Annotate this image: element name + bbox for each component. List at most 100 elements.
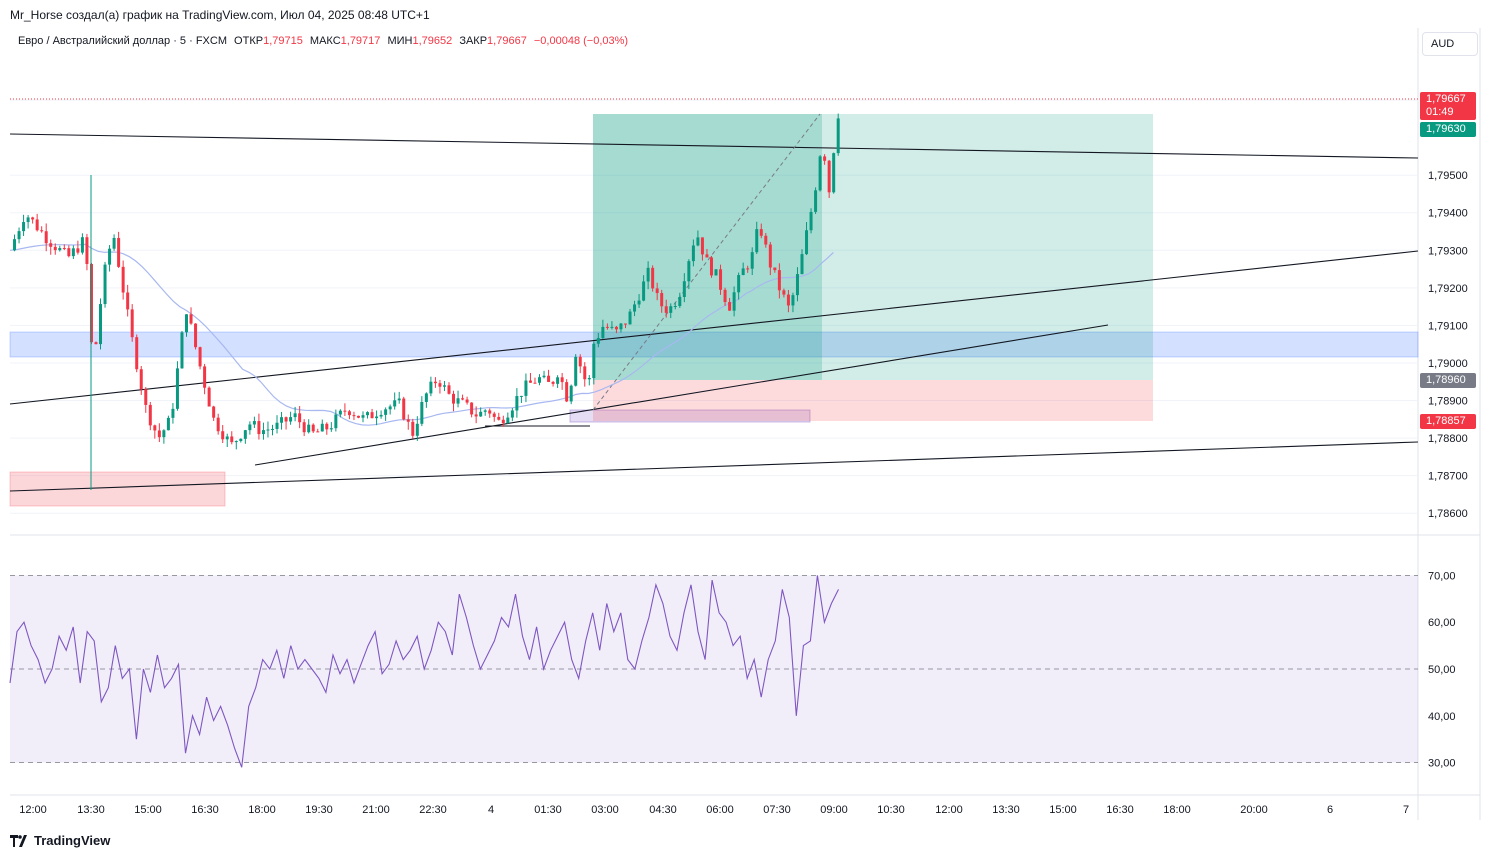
candle-body (411, 421, 415, 436)
candle-body (139, 369, 143, 390)
symbol-legend: Евро / Австралийский доллар · 5 · FXCM О… (18, 35, 628, 47)
candle-body (538, 377, 542, 383)
candle-body (542, 375, 546, 378)
candle-body (221, 431, 225, 440)
low-value: 1,79652 (412, 35, 453, 47)
candle-body (782, 290, 786, 295)
candle-body (791, 295, 795, 306)
candle-body (424, 393, 428, 402)
candle-body (94, 342, 98, 345)
candle-body (646, 267, 650, 282)
candle-body (673, 306, 677, 308)
candle-body (610, 326, 614, 328)
candle-body (691, 245, 695, 262)
rsi-tick-label: 50,00 (1428, 664, 1456, 676)
candle-body (239, 438, 243, 442)
candle-body (687, 261, 691, 282)
last-price-value: 1,79667 (1426, 93, 1466, 105)
candle-body (343, 410, 347, 412)
candle-body (338, 410, 342, 415)
candle-body (682, 281, 686, 298)
candle-body (85, 237, 89, 264)
candle-body (832, 153, 836, 193)
candle-body (533, 382, 537, 384)
candle-body (642, 281, 646, 301)
candle-body (293, 413, 297, 418)
stop-price-tag: 1,78857 (1420, 414, 1476, 429)
price-tick-label: 1,78600 (1428, 508, 1468, 520)
candle-body (144, 389, 148, 405)
trend-line (254, 324, 1109, 466)
candle-body (289, 417, 293, 422)
candle-body (556, 377, 560, 384)
candle-body (737, 275, 741, 293)
time-tick-label: 13:30 (992, 804, 1020, 816)
time-tick-label: 12:00 (935, 804, 963, 816)
candle-body (732, 292, 736, 311)
candle-body (261, 430, 265, 435)
candle-body (447, 385, 451, 394)
candle-body (384, 409, 388, 415)
candle-body (786, 294, 790, 306)
time-tick-label: 04:30 (649, 804, 677, 816)
time-tick-label: 15:00 (134, 804, 162, 816)
time-tick-label: 12:00 (19, 804, 47, 816)
symbol-name[interactable]: Евро / Австралийский доллар · 5 · FXCM (18, 35, 227, 47)
candle-body (108, 248, 112, 265)
open-label: ОТКР (234, 35, 264, 47)
candle-body (44, 231, 48, 244)
candle-body (67, 248, 71, 257)
candle-body (329, 428, 333, 430)
candle-body (298, 413, 302, 423)
candle-body (230, 436, 234, 443)
candle-body (35, 219, 39, 231)
candle-body (619, 323, 623, 330)
candle-body (587, 378, 591, 380)
candle-body (375, 416, 379, 419)
projection-line (592, 113, 821, 411)
candle-body (492, 413, 496, 417)
candle-body (334, 414, 338, 429)
time-tick-label: 03:00 (591, 804, 619, 816)
candle-body (800, 254, 804, 275)
high-label: МАКС (309, 35, 341, 47)
price-tick-label: 1,79200 (1428, 283, 1468, 295)
rsi-tick-label: 40,00 (1428, 711, 1456, 723)
target-price-tag: 1,79630 (1420, 122, 1476, 137)
candle-body (506, 417, 510, 424)
candle-body (814, 190, 818, 212)
candle-body (13, 239, 17, 251)
candle-body (266, 429, 270, 431)
price-tick-label: 1,79000 (1428, 358, 1468, 370)
candle-body (483, 410, 487, 412)
candle-body (76, 248, 80, 253)
candle-body (818, 156, 822, 191)
candle-body (275, 422, 279, 429)
candle-body (519, 395, 523, 397)
price-tick-label: 1,79100 (1428, 320, 1468, 332)
candle-body (795, 274, 799, 296)
candle-body (22, 222, 26, 232)
candle-body (637, 300, 641, 305)
candle-body (352, 415, 356, 417)
tradingview-logo[interactable]: TradingView (10, 833, 110, 848)
currency-button[interactable]: AUD (1422, 32, 1478, 56)
candle-body (316, 431, 320, 433)
candle-body (198, 347, 202, 367)
candle-body (547, 375, 551, 382)
candle-body (651, 267, 655, 289)
candle-body (592, 343, 596, 379)
candle-body (442, 385, 446, 387)
candle-body (488, 410, 492, 414)
rsi-line (9, 575, 839, 768)
rsi-tick-label: 70,00 (1428, 570, 1456, 582)
candle-body (216, 417, 220, 432)
candle-body (633, 304, 637, 312)
candle-body (270, 428, 274, 430)
candle-body (429, 381, 433, 394)
candle-body (53, 246, 57, 251)
candle-body (257, 421, 261, 435)
candle-body (157, 430, 161, 438)
candle-body (234, 441, 238, 443)
